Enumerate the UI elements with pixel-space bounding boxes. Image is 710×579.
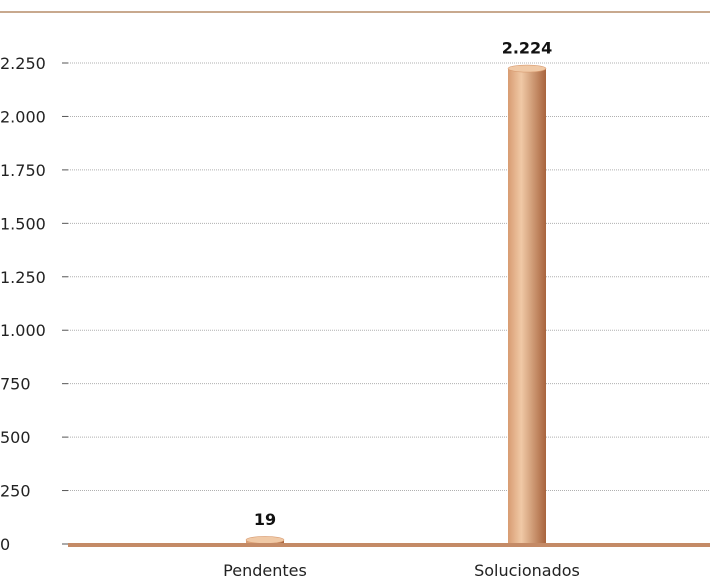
y-tick-label: 2.250 [0,54,46,73]
y-tick-label: 250 [0,482,31,501]
y-tick-label: 0 [0,535,10,554]
bar [508,68,546,544]
y-tick-label: 1.750 [0,161,46,180]
y-axis-ticks: 0 250 500 750 1.000 1.250 1.500 1.750 2.000 2.250 [0,54,68,554]
data-label: 19 [254,510,276,529]
x-category-label: Pendentes [223,561,307,579]
gridlines [68,62,710,492]
y-tick-label: 1.250 [0,268,46,287]
bars [245,64,547,544]
bar-cap [245,536,285,544]
bar-cap [507,64,547,73]
y-tick-label: 750 [0,375,31,394]
y-tick-label: 1.500 [0,214,46,233]
y-tick-label: 2.000 [0,107,46,126]
y-tick-label: 500 [0,428,31,447]
category-labels: Pendentes Solucionados [223,561,580,579]
x-category-label: Solucionados [474,561,580,579]
data-label: 2.224 [502,39,553,58]
data-labels: 19 2.224 [254,39,552,529]
y-tick-label: 1.000 [0,321,46,340]
